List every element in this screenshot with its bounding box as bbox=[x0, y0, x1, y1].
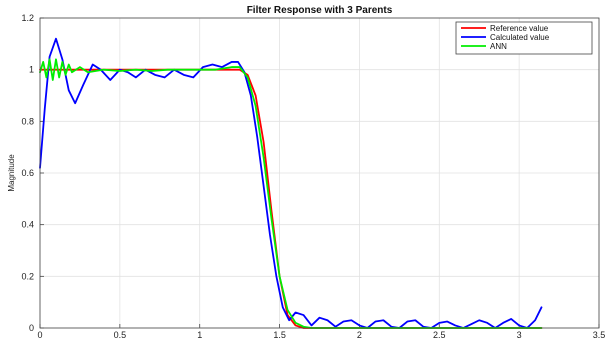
x-tick-label: 2 bbox=[357, 330, 362, 338]
y-axis-label: Magnitude bbox=[7, 154, 16, 192]
plot-lines bbox=[39, 37, 543, 329]
y-tick-label: 0.2 bbox=[21, 271, 34, 281]
series-line-1 bbox=[39, 68, 543, 329]
tick-labels: 0 0.5 1 1.5 2 2.5 3 3.5 0 0.2 0.4 0.6 0.8 1 1.2 bbox=[21, 13, 605, 338]
axes-box bbox=[39, 17, 600, 329]
y-tick-label: 0.4 bbox=[21, 220, 34, 230]
x-tick-label: 3 bbox=[517, 330, 522, 338]
grid bbox=[39, 17, 600, 329]
y-tick-label: 0.8 bbox=[21, 116, 34, 126]
legend-label: ANN bbox=[490, 42, 507, 51]
y-tick-label: 0 bbox=[29, 323, 34, 333]
y-tick-label: 1 bbox=[29, 65, 34, 75]
x-tick-label: 0.5 bbox=[114, 330, 127, 338]
legend-label: Calculated value bbox=[490, 33, 550, 42]
x-tick-label: 1.5 bbox=[273, 330, 286, 338]
series-line-2 bbox=[39, 37, 543, 329]
series-line-3 bbox=[39, 58, 543, 329]
x-tick-label: 2.5 bbox=[433, 330, 446, 338]
y-tick-label: 1.2 bbox=[21, 13, 34, 23]
legend-label: Reference value bbox=[490, 24, 549, 33]
chart-title: Filter Response with 3 Parents bbox=[247, 5, 393, 16]
x-tick-label: 0 bbox=[37, 330, 42, 338]
x-tick-label: 3.5 bbox=[593, 330, 606, 338]
x-tick-label: 1 bbox=[197, 330, 202, 338]
y-tick-label: 0.6 bbox=[21, 168, 34, 178]
